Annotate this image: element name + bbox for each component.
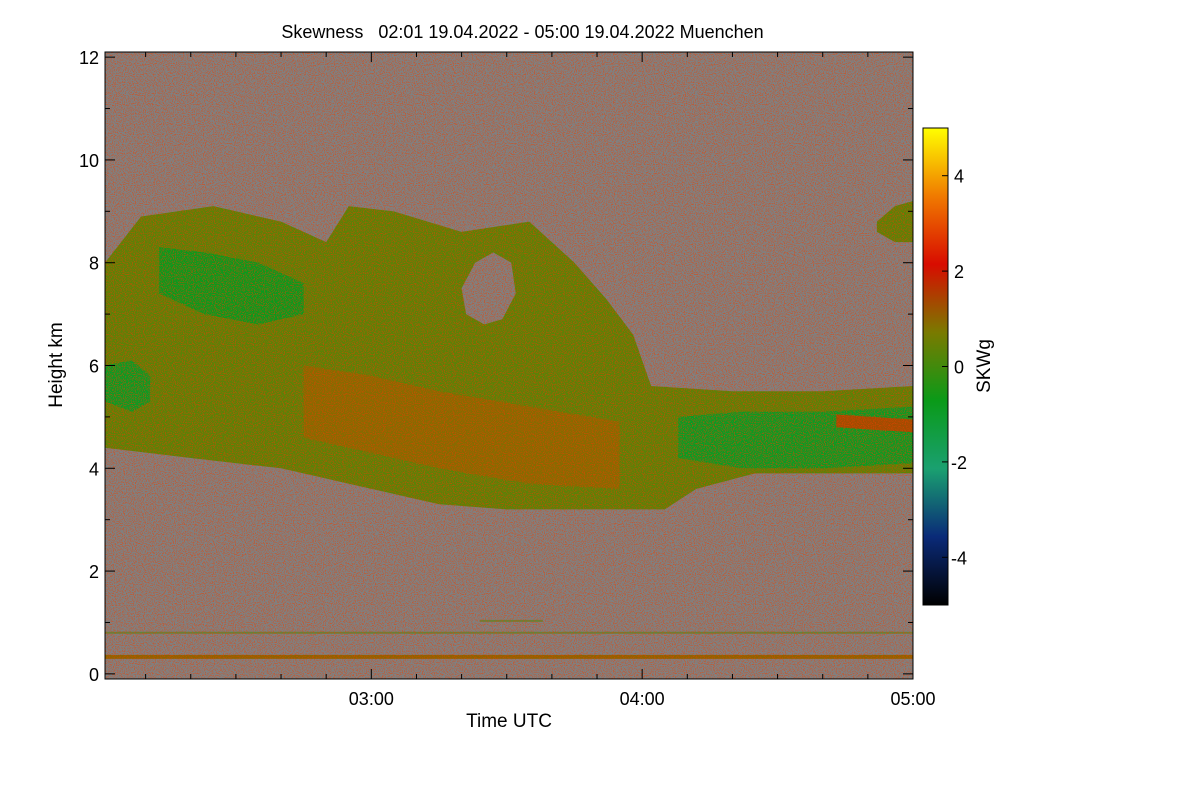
y-tick-label-0: 0 (89, 665, 99, 685)
y-tick-label-2: 2 (89, 562, 99, 582)
texture-overlay (105, 52, 913, 679)
colorbar-tick-label--4: -4 (951, 548, 967, 568)
y-tick-label-6: 6 (89, 357, 99, 377)
y-tick-label-10: 10 (79, 151, 99, 171)
x-tick-label-300: 05:00 (890, 689, 935, 709)
colorbar-tick-label-2: 2 (954, 262, 964, 282)
y-tick-label-12: 12 (79, 48, 99, 68)
x-tick-label-180: 03:00 (349, 689, 394, 709)
y-axis-label: Height km (46, 322, 67, 408)
chart-title: Skewness 02:01 19.04.2022 - 05:00 19.04.… (281, 22, 764, 42)
y-tick-label-8: 8 (89, 254, 99, 274)
colorbar-tick-label-4: 4 (954, 167, 964, 187)
colorbar-label: SKWg (974, 339, 995, 393)
colorbar-tick-label-0: 0 (954, 358, 964, 378)
x-tick-label-240: 04:00 (620, 689, 665, 709)
x-axis-label: Time UTC (466, 711, 552, 732)
colorbar-tick-label--2: -2 (951, 453, 967, 473)
y-tick-label-4: 4 (89, 459, 99, 479)
